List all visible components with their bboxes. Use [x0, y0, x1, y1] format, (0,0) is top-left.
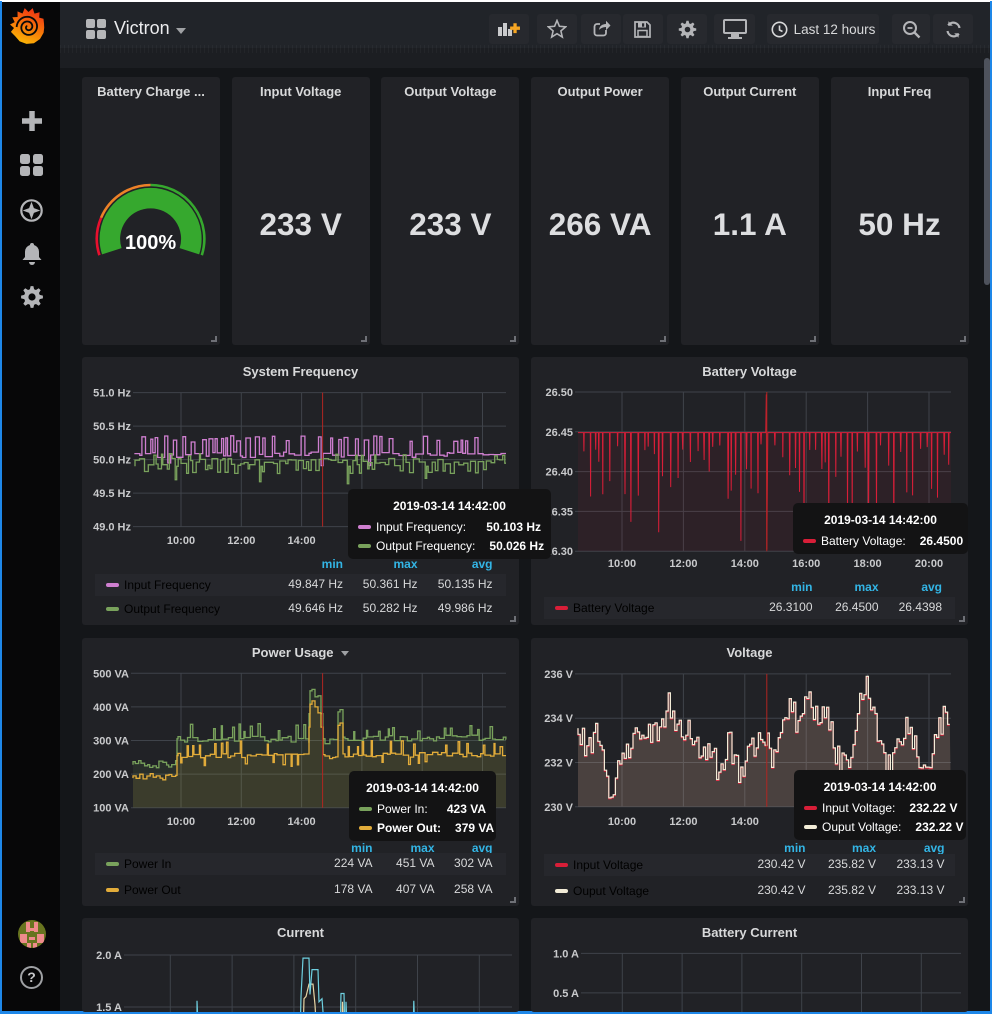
svg-text:2.0 A: 2.0 A	[96, 950, 122, 962]
svg-text:51.0 Hz: 51.0 Hz	[93, 388, 131, 400]
svg-text:234 V: 234 V	[544, 713, 573, 725]
svg-text:26.45: 26.45	[545, 427, 573, 439]
svg-text:50.5 Hz: 50.5 Hz	[93, 421, 131, 433]
svg-text:1.5 A: 1.5 A	[96, 1002, 122, 1012]
svg-text:1.0 A: 1.0 A	[553, 948, 579, 960]
svg-text:300 VA: 300 VA	[93, 735, 129, 747]
svg-text:100%: 100%	[125, 232, 176, 254]
svg-text:26.40: 26.40	[545, 467, 573, 479]
svg-text:10:00: 10:00	[167, 816, 195, 828]
svg-text:26.30: 26.30	[545, 546, 573, 558]
svg-text:14:00: 14:00	[731, 816, 759, 828]
svg-text:12:00: 12:00	[669, 816, 697, 828]
svg-text:12:00: 12:00	[669, 558, 697, 570]
svg-text:14:00: 14:00	[731, 558, 759, 570]
svg-text:12:00: 12:00	[227, 535, 255, 547]
svg-text:232 V: 232 V	[544, 757, 573, 769]
svg-text:26.50: 26.50	[545, 387, 573, 399]
svg-text:14:00: 14:00	[288, 816, 316, 828]
svg-text:12:00: 12:00	[227, 816, 255, 828]
svg-text:50.0 Hz: 50.0 Hz	[93, 455, 131, 467]
svg-text:18:00: 18:00	[854, 558, 882, 570]
svg-text:20:00: 20:00	[915, 558, 943, 570]
svg-text:230 V: 230 V	[544, 801, 573, 813]
svg-text:26.35: 26.35	[545, 506, 573, 518]
svg-text:49.5 Hz: 49.5 Hz	[93, 488, 131, 500]
svg-text:10:00: 10:00	[608, 558, 636, 570]
svg-text:200 VA: 200 VA	[93, 769, 129, 781]
svg-text:400 VA: 400 VA	[93, 701, 129, 713]
svg-text:500 VA: 500 VA	[93, 668, 129, 680]
svg-text:236 V: 236 V	[544, 668, 573, 680]
svg-text:16:00: 16:00	[792, 558, 820, 570]
svg-text:49.0 Hz: 49.0 Hz	[93, 522, 131, 534]
svg-text:10:00: 10:00	[167, 535, 195, 547]
svg-text:10:00: 10:00	[608, 816, 636, 828]
svg-text:14:00: 14:00	[288, 535, 316, 547]
svg-text:100 VA: 100 VA	[93, 802, 129, 814]
svg-text:0.5 A: 0.5 A	[553, 987, 579, 999]
